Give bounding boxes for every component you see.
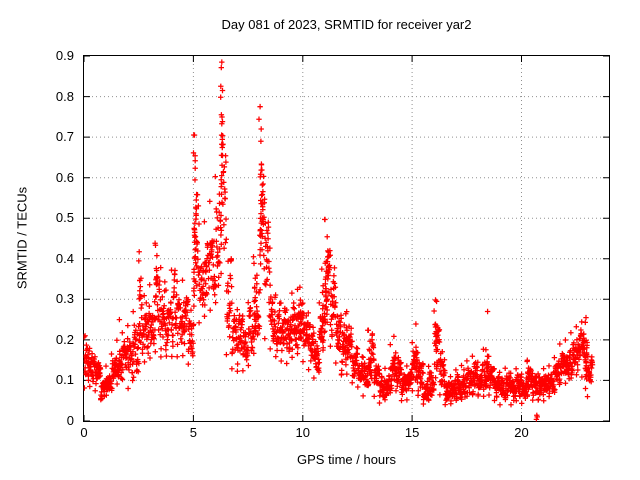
plot-border xyxy=(83,55,610,422)
y-tick-label: 0.7 xyxy=(55,129,74,145)
y-tick-label: 0 xyxy=(66,413,74,428)
x-axis-label: GPS time / hours xyxy=(297,452,396,467)
y-tick-label: 0.1 xyxy=(55,372,74,388)
x-tick-label: 20 xyxy=(514,425,529,440)
chart-title: Day 081 of 2023, SRMTID for receiver yar… xyxy=(221,17,472,32)
y-tick-label: 0.9 xyxy=(55,48,74,63)
y-tick-label: 0.5 xyxy=(55,210,74,226)
x-tick-label: 15 xyxy=(404,425,420,440)
x-tick-label: 10 xyxy=(295,425,310,440)
x-tick-label: 5 xyxy=(189,425,197,440)
x-tick-label: 0 xyxy=(80,425,88,440)
y-tick-label: 0.2 xyxy=(55,331,74,347)
scatter-points xyxy=(83,59,596,422)
y-tick-label: 0.8 xyxy=(55,88,74,104)
y-tick-label: 0.3 xyxy=(55,291,74,307)
y-tick-label: 0.6 xyxy=(55,169,74,185)
y-tick-label: 0.4 xyxy=(55,250,74,266)
